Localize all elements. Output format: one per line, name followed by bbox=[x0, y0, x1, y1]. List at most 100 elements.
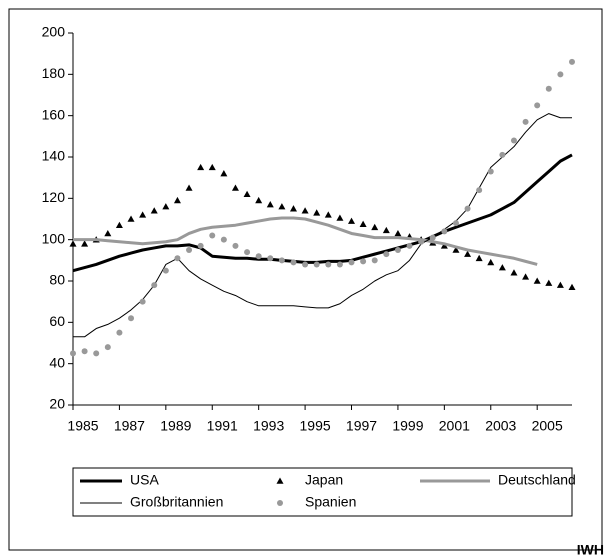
triangle-marker bbox=[139, 211, 147, 218]
dot-marker bbox=[209, 232, 216, 239]
dot-marker bbox=[557, 71, 564, 78]
dot-marker bbox=[336, 261, 343, 268]
dot-marker bbox=[255, 253, 262, 260]
triangle-marker bbox=[278, 203, 286, 210]
triangle-marker bbox=[348, 217, 356, 224]
triangle-marker bbox=[545, 279, 553, 286]
dot-marker bbox=[81, 348, 88, 355]
dot-marker bbox=[522, 118, 529, 125]
dot-marker bbox=[406, 242, 413, 249]
triangle-marker bbox=[185, 184, 193, 191]
triangle-marker bbox=[81, 240, 89, 247]
dot-marker bbox=[313, 261, 320, 268]
triangle-marker bbox=[464, 250, 472, 257]
y-tick-label: 80 bbox=[49, 272, 65, 288]
dot-marker bbox=[278, 257, 285, 264]
triangle-marker bbox=[127, 215, 135, 222]
dot-marker bbox=[290, 259, 297, 266]
triangle-marker bbox=[266, 201, 274, 208]
series-line bbox=[73, 216, 538, 266]
dot-marker bbox=[394, 247, 401, 253]
dot-marker bbox=[510, 137, 517, 144]
dot-marker bbox=[139, 298, 146, 305]
triangle-marker bbox=[104, 229, 112, 237]
x-tick-label: 1985 bbox=[67, 418, 98, 434]
triangle-marker bbox=[336, 214, 344, 221]
triangle-marker bbox=[162, 203, 170, 210]
legend-label: Spanien bbox=[305, 494, 356, 510]
dot-marker bbox=[464, 205, 471, 212]
y-tick-label: 200 bbox=[42, 24, 66, 40]
x-tick-label: 2003 bbox=[485, 418, 516, 434]
triangle-marker bbox=[510, 269, 518, 276]
triangle-marker bbox=[324, 211, 332, 218]
legend-label: Deutschland bbox=[498, 472, 576, 488]
dot-marker bbox=[128, 315, 135, 322]
triangle-marker bbox=[533, 277, 541, 284]
dot-marker bbox=[93, 350, 100, 357]
triangle-marker bbox=[301, 207, 309, 214]
series-line bbox=[72, 153, 573, 273]
triangle-marker bbox=[394, 229, 402, 237]
y-tick-label: 160 bbox=[42, 106, 66, 122]
triangle-marker bbox=[556, 281, 564, 288]
y-tick-label: 120 bbox=[42, 189, 66, 205]
triangle-marker bbox=[522, 273, 530, 280]
dot-marker bbox=[348, 259, 355, 266]
dot-marker bbox=[302, 261, 309, 268]
dot-marker bbox=[151, 282, 158, 289]
triangle-marker bbox=[231, 184, 239, 191]
dot-marker bbox=[383, 251, 390, 258]
dot-marker bbox=[244, 249, 251, 256]
triangle-marker bbox=[440, 242, 448, 249]
triangle-marker bbox=[452, 246, 460, 253]
y-tick-label: 40 bbox=[49, 354, 65, 370]
dot-marker bbox=[429, 234, 436, 241]
triangle-marker bbox=[371, 223, 379, 231]
x-tick-label: 1987 bbox=[114, 418, 145, 434]
triangle-marker bbox=[498, 264, 506, 271]
x-tick-label: 1991 bbox=[207, 418, 238, 434]
dot-marker bbox=[545, 85, 552, 92]
source: IWH bbox=[577, 542, 604, 558]
dot-marker bbox=[197, 242, 204, 249]
dot-marker bbox=[232, 242, 239, 249]
triangle-marker bbox=[243, 190, 251, 197]
triangle-marker bbox=[475, 254, 483, 262]
dot-marker bbox=[360, 258, 367, 265]
dot-marker bbox=[499, 151, 506, 158]
triangle-marker bbox=[150, 207, 158, 214]
triangle-marker bbox=[220, 170, 228, 177]
legend-label: USA bbox=[130, 472, 159, 488]
y-tick-label: 20 bbox=[49, 396, 65, 412]
triangle-marker bbox=[115, 221, 123, 228]
dot-marker bbox=[70, 350, 76, 357]
triangle-marker bbox=[197, 163, 205, 171]
legend-label: Großbritannien bbox=[130, 494, 223, 510]
frame bbox=[8, 8, 603, 551]
triangle-marker bbox=[69, 240, 77, 247]
triangle-marker bbox=[487, 258, 495, 266]
dot-marker bbox=[534, 102, 541, 109]
dot-marker bbox=[220, 236, 227, 243]
legend-label: Japan bbox=[305, 472, 343, 488]
dot-marker bbox=[371, 257, 378, 264]
y-tick-label: 60 bbox=[49, 313, 65, 329]
dot-marker bbox=[569, 58, 575, 65]
x-tick-label: 2005 bbox=[532, 418, 563, 434]
dot-marker bbox=[441, 228, 448, 235]
x-tick-label: 1995 bbox=[300, 418, 331, 434]
triangle-marker bbox=[359, 220, 367, 227]
dot-marker bbox=[452, 220, 459, 227]
dot-marker bbox=[267, 255, 274, 262]
x-tick-label: 1993 bbox=[253, 418, 284, 434]
dot-marker bbox=[476, 187, 483, 194]
dot-marker bbox=[418, 238, 425, 245]
legend-box bbox=[72, 467, 573, 517]
dot-marker bbox=[325, 261, 332, 268]
triangle-marker bbox=[313, 209, 321, 216]
x-tick-label: 2001 bbox=[439, 418, 470, 434]
triangle-marker bbox=[382, 226, 390, 234]
